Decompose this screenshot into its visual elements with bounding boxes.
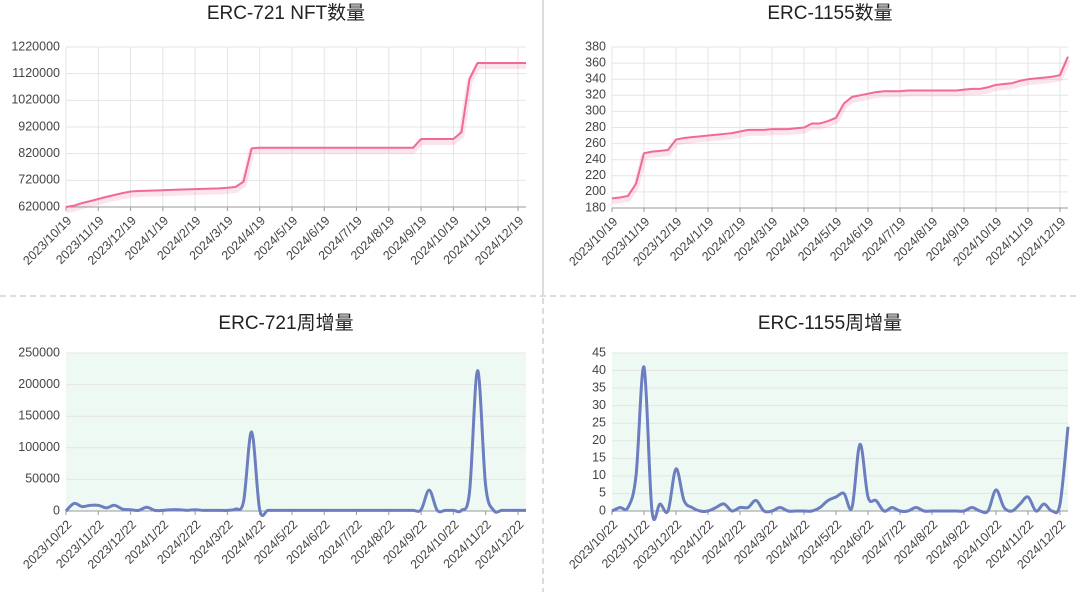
y-tick-label: 620000 (18, 199, 60, 213)
y-tick-label: 15 (592, 451, 606, 465)
y-tick-label: 50000 (25, 472, 60, 486)
y-tick-label: 0 (599, 503, 606, 517)
y-tick-label: 150000 (18, 408, 60, 422)
chart-title: ERC-1155周增量 (758, 312, 902, 334)
y-tick-label: 45 (592, 345, 606, 359)
y-tick-label: 40 (592, 363, 606, 377)
y-tick-label: 920000 (18, 119, 60, 133)
line (64, 369, 526, 518)
y-tick-label: 260 (585, 136, 606, 150)
y-tick-label: 1120000 (12, 66, 60, 80)
y-tick-label: 200 (585, 184, 606, 198)
y-tick-label: 250000 (18, 345, 60, 359)
y-tick-label: 820000 (18, 146, 60, 160)
line-shadow (611, 58, 1071, 205)
y-tick-label: 380 (585, 39, 606, 53)
line (611, 56, 1069, 200)
y-tick-label: 360 (585, 55, 606, 69)
y-tick-label: 20 (592, 433, 606, 447)
line-shadow (65, 63, 526, 213)
y-tick-label: 5 (599, 486, 606, 500)
y-tick-label: 320 (585, 88, 606, 102)
y-tick-label: 340 (585, 71, 606, 85)
y-tick-label: 100000 (18, 440, 60, 454)
y-tick-label: 180 (585, 200, 606, 214)
chart-title: ERC-1155数量 (767, 2, 892, 24)
y-tick-label: 0 (53, 503, 60, 517)
plot-background (66, 353, 526, 511)
y-tick-label: 1020000 (11, 93, 60, 107)
y-tick-label: 240 (585, 152, 606, 166)
y-tick-label: 220 (585, 168, 606, 182)
y-tick-label: 1220000 (11, 39, 60, 53)
y-tick-label: 30 (592, 398, 606, 412)
line (611, 365, 1070, 522)
y-tick-label: 720000 (18, 173, 60, 187)
chart-title: ERC-721周增量 (218, 312, 353, 334)
y-tick-label: 300 (585, 104, 606, 118)
y-tick-label: 35 (592, 380, 606, 394)
y-tick-label: 25 (592, 416, 606, 430)
chart-title: ERC-721 NFT数量 (207, 2, 365, 24)
y-tick-label: 200000 (18, 377, 60, 391)
line (65, 62, 526, 208)
y-tick-label: 280 (585, 120, 606, 134)
y-tick-label: 10 (592, 468, 606, 482)
plot-background (612, 353, 1068, 511)
